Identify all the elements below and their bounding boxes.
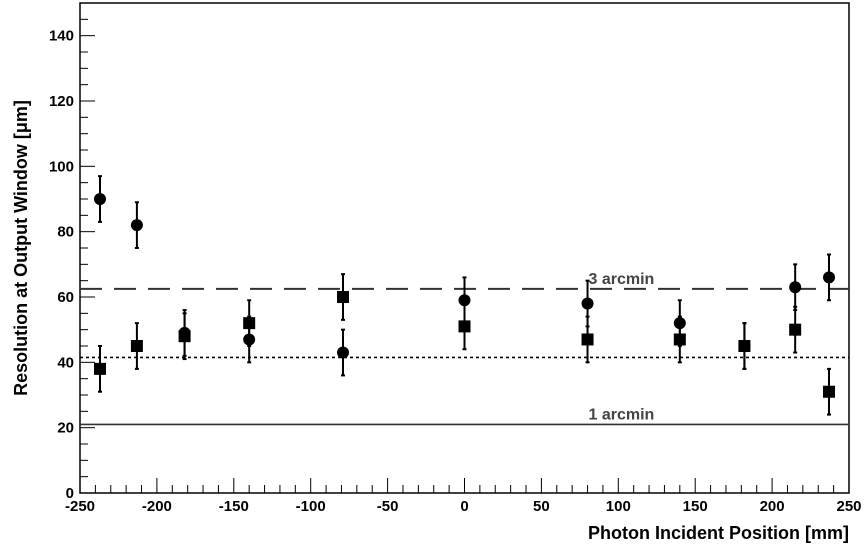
data-point-circle [336,346,349,359]
x-tick-label: -200 [142,498,172,515]
x-tick-label: -100 [296,498,326,515]
data-point-square [458,320,471,333]
y-tick-label: 80 [57,224,74,241]
data-point-circle [130,219,143,232]
data-point-square [789,323,802,336]
x-tick-label: 250 [836,498,861,515]
data-point-square [738,340,751,352]
data-point-square [673,333,686,346]
y-axis: 0 20 40 60 80 100 120 140 [49,2,95,502]
data-point-square [581,333,594,346]
data-point-square [130,340,143,352]
y-tick-label: 40 [57,354,74,371]
x-tick-label: 100 [606,498,631,515]
plot-frame [79,2,850,494]
reference-line-label: 3 arcmin [588,271,654,288]
reference-line-label: 1 arcmin [588,406,654,423]
x-tick-label: -250 [65,498,95,515]
x-axis-title: Photon Incident Position [mm] [588,523,849,543]
data-point-square [178,330,191,343]
data-point-square [93,362,106,375]
y-tick-label: 20 [57,420,74,437]
x-tick-label: -50 [377,498,399,515]
data-point-square [336,291,349,303]
data-point-circle [458,294,471,307]
data-point-square [243,317,256,330]
series-square-markers [93,273,836,416]
x-tick-label: 50 [533,498,550,515]
data-series [93,175,836,416]
data-point-square [823,385,836,398]
data-point-circle [581,297,594,310]
y-tick-label: 100 [49,158,74,175]
x-tick-label: -150 [219,498,249,515]
y-tick-label: 0 [66,485,74,502]
x-axis: -250 -200 -150 -100 -50 0 50 100 150 200 250 [65,478,862,515]
y-tick-label: 140 [49,28,74,45]
x-tick-label: 0 [460,498,468,515]
data-point-circle [93,193,106,205]
y-axis-title: Resolution at Output Window [μm] [11,100,31,396]
x-tick-label: 150 [683,498,708,515]
x-tick-label: 200 [760,498,785,515]
data-point-circle [823,271,836,284]
y-tick-label: 60 [57,289,74,306]
data-point-circle [789,281,802,294]
y-tick-label: 120 [49,93,74,110]
